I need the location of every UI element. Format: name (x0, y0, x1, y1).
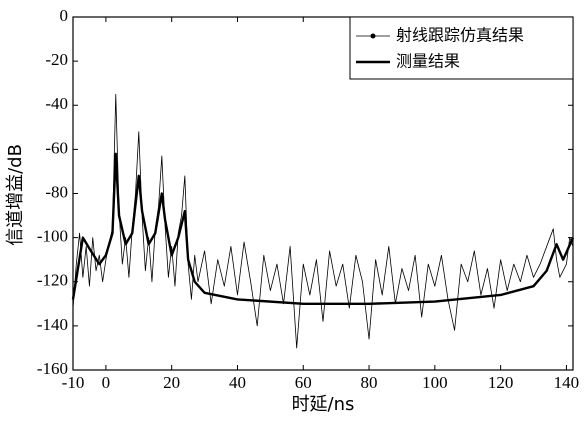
y-tick-label: -20 (45, 50, 68, 69)
legend-box (349, 16, 574, 80)
legend-marker (370, 33, 376, 39)
legend-label: 测量结果 (396, 52, 460, 71)
y-tick-label: -100 (37, 227, 68, 246)
y-tick-label: 0 (60, 6, 69, 25)
x-axis-title: 时延/ns (292, 394, 355, 415)
x-tick-label: 80 (361, 373, 378, 392)
x-tick-label: -10 (62, 373, 85, 392)
y-tick-label: -140 (37, 315, 68, 334)
legend-label: 射线跟踪仿真结果 (396, 26, 524, 45)
y-tick-label: -160 (37, 359, 68, 378)
plot-frame (72, 16, 574, 371)
x-tick-label: 120 (488, 373, 514, 392)
series-line (72, 93, 574, 349)
x-tick-label: 20 (163, 373, 180, 392)
y-tick-label: -40 (45, 94, 68, 113)
x-tick-label: 60 (295, 373, 312, 392)
x-tick-label: 40 (229, 373, 246, 392)
y-tick-label: -80 (45, 182, 68, 201)
y-axis-title: 信道增益/dB (5, 144, 26, 246)
y-tick-label: -120 (37, 271, 68, 290)
series-line (71, 152, 575, 306)
y-tick-label: -60 (45, 138, 68, 157)
x-tick-label: 100 (422, 373, 448, 392)
x-tick-label: 0 (102, 373, 111, 392)
x-tick-label: 140 (554, 373, 580, 392)
